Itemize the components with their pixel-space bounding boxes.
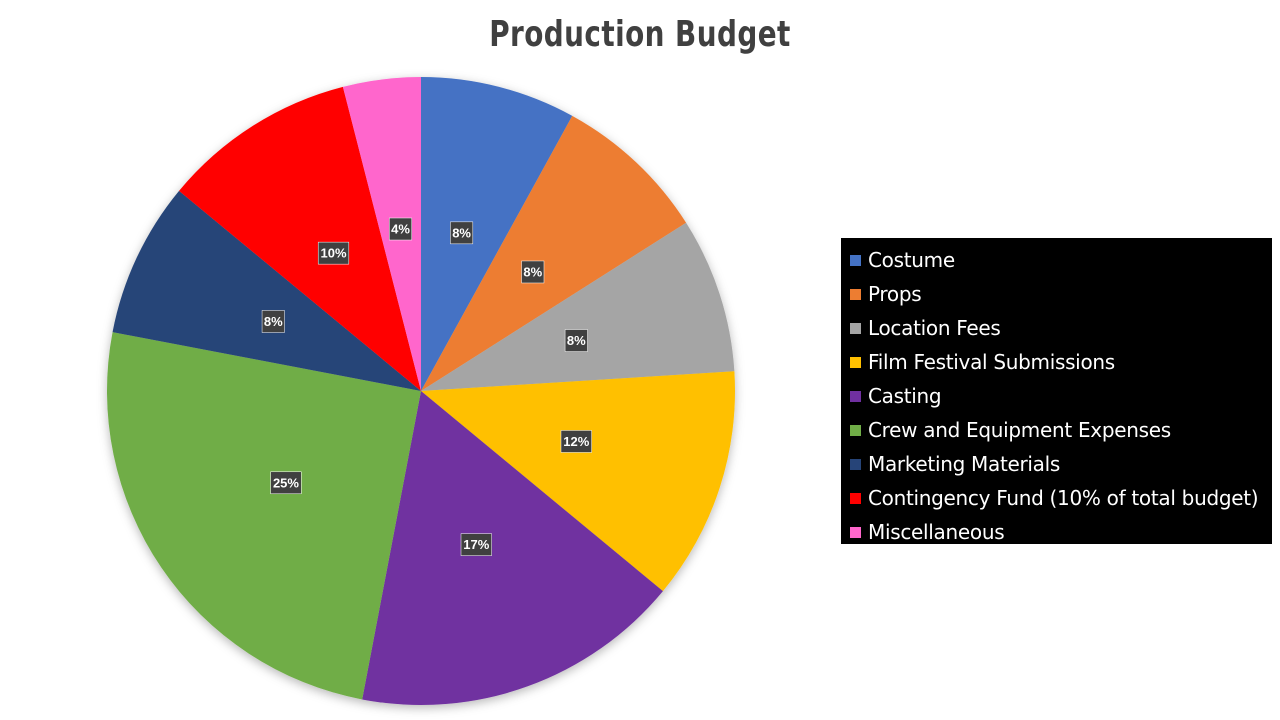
data-label-text: 8% <box>452 225 471 240</box>
pie-slice-3 <box>421 222 735 391</box>
legend-label: Crew and Equipment Expenses <box>868 418 1171 442</box>
legend-label: Miscellaneous <box>868 520 1005 544</box>
data-label-box <box>270 471 302 495</box>
pie-slice-5 <box>362 391 663 705</box>
pie-slice-6 <box>106 332 422 700</box>
data-label-box <box>450 221 474 245</box>
data-label-box <box>560 430 592 453</box>
data-label-6: 25% <box>270 471 302 495</box>
legend-swatch <box>850 288 861 300</box>
data-label-2: 8% <box>521 260 545 284</box>
legend-label: Casting <box>868 384 942 408</box>
legend-item: Props <box>841 277 1272 311</box>
legend-swatch <box>850 356 861 368</box>
pie-data-labels: 8% 8% 8% 12% 17% 25% 8% 10% 4% <box>261 217 592 556</box>
legend-item: Film Festival Submissions <box>841 345 1272 379</box>
legend-item: Crew and Equipment Expenses <box>841 413 1272 447</box>
chart-title: Production Budget <box>489 14 791 55</box>
legend-swatch <box>850 526 861 538</box>
data-label-3: 8% <box>564 329 588 352</box>
data-label-text: 8% <box>567 333 586 348</box>
data-label-8: 10% <box>317 241 350 265</box>
legend: Costume Props Location Fees Film Festival S… <box>841 238 1272 544</box>
legend-item: Location Fees <box>841 311 1272 345</box>
legend-label: Costume <box>868 248 955 272</box>
pie-slice-8 <box>179 86 421 391</box>
data-label-1: 8% <box>450 221 474 245</box>
legend-item: Costume <box>841 243 1272 277</box>
data-label-text: 4% <box>391 222 410 237</box>
legend-label: Props <box>868 282 922 306</box>
data-label-text: 8% <box>264 314 283 329</box>
pie-slice-1 <box>421 77 573 391</box>
pie-slice-7 <box>112 190 422 391</box>
data-label-9: 4% <box>389 217 412 241</box>
data-label-text: 25% <box>273 475 299 490</box>
data-label-box <box>564 329 588 352</box>
data-label-box <box>261 310 285 333</box>
legend-label: Location Fees <box>868 316 1001 340</box>
data-label-4: 12% <box>560 430 592 453</box>
legend-swatch <box>850 390 861 402</box>
legend-item: Marketing Materials <box>841 447 1272 481</box>
pie-slice-2 <box>421 115 687 392</box>
pie-slice-9 <box>342 77 421 391</box>
legend-label: Contingency Fund (10% of total budget) <box>868 486 1259 510</box>
data-label-7: 8% <box>261 310 285 333</box>
legend-swatch <box>850 492 861 504</box>
legend-swatch <box>850 458 861 470</box>
data-label-text: 17% <box>463 537 489 552</box>
data-label-box <box>521 260 545 284</box>
data-label-text: 8% <box>523 264 542 279</box>
data-label-box <box>460 533 492 556</box>
data-label-text: 12% <box>563 434 589 449</box>
data-label-text: 10% <box>320 246 346 261</box>
data-label-5: 17% <box>460 533 492 556</box>
data-label-box <box>317 241 350 265</box>
legend-swatch <box>850 322 861 334</box>
legend-item: Casting <box>841 379 1272 413</box>
legend-item: Contingency Fund (10% of total budget) <box>841 481 1272 515</box>
legend-item: Miscellaneous <box>841 515 1272 549</box>
legend-label: Marketing Materials <box>868 452 1061 476</box>
data-label-box <box>389 217 412 241</box>
pie-slice-4 <box>421 371 735 592</box>
pie-slices <box>106 77 735 705</box>
legend-swatch <box>850 254 861 266</box>
legend-swatch <box>850 424 861 436</box>
legend-label: Film Festival Submissions <box>868 350 1115 374</box>
